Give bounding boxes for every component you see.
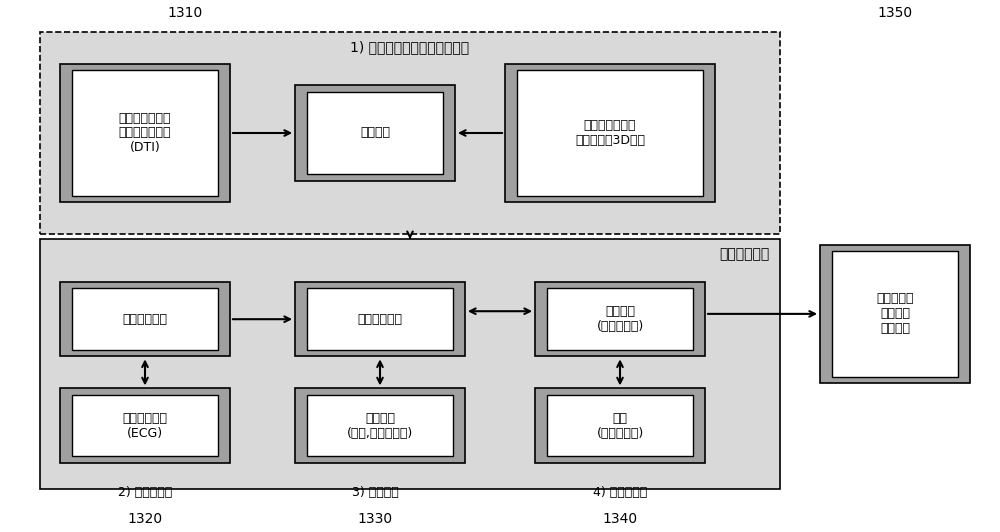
- Text: 边界条件
(血液动力学): 边界条件 (血液动力学): [596, 305, 644, 333]
- Text: 电生理学数据
(ECG): 电生理学数据 (ECG): [123, 412, 168, 439]
- FancyBboxPatch shape: [307, 92, 443, 174]
- FancyBboxPatch shape: [60, 64, 230, 202]
- Text: 1) 鲁棒的机器学习和网格处理: 1) 鲁棒的机器学习和网格处理: [350, 40, 470, 54]
- FancyBboxPatch shape: [295, 282, 465, 356]
- FancyBboxPatch shape: [517, 70, 703, 196]
- Text: 1320: 1320: [127, 512, 163, 526]
- Text: 1310: 1310: [167, 6, 203, 20]
- FancyBboxPatch shape: [295, 388, 465, 463]
- FancyBboxPatch shape: [40, 32, 780, 234]
- Text: 解剖模型: 解剖模型: [360, 127, 390, 139]
- FancyBboxPatch shape: [535, 282, 705, 356]
- Text: 生物力学模型: 生物力学模型: [358, 313, 402, 326]
- Text: 1350: 1350: [877, 6, 913, 20]
- Text: 计算心脏模型: 计算心脏模型: [720, 247, 770, 261]
- Text: 电生理学模型: 电生理学模型: [123, 313, 168, 326]
- Text: 2) 逆问题方法: 2) 逆问题方法: [118, 486, 172, 498]
- Text: 动态图像
(例如,超声心动图): 动态图像 (例如,超声心动图): [347, 412, 413, 439]
- FancyBboxPatch shape: [60, 388, 230, 463]
- FancyBboxPatch shape: [295, 85, 455, 181]
- Text: 4) 直接个性化: 4) 直接个性化: [593, 486, 647, 498]
- FancyBboxPatch shape: [40, 239, 780, 489]
- Text: 患者特定的
多物理学
心脏模型: 患者特定的 多物理学 心脏模型: [876, 293, 914, 335]
- FancyBboxPatch shape: [505, 64, 715, 202]
- FancyBboxPatch shape: [72, 70, 218, 196]
- FancyBboxPatch shape: [832, 251, 958, 377]
- FancyBboxPatch shape: [535, 388, 705, 463]
- FancyBboxPatch shape: [307, 395, 453, 456]
- Text: 压强
(侵入式导管): 压强 (侵入式导管): [596, 412, 644, 439]
- FancyBboxPatch shape: [547, 288, 693, 350]
- Text: 1330: 1330: [357, 512, 393, 526]
- FancyBboxPatch shape: [72, 288, 218, 350]
- FancyBboxPatch shape: [547, 395, 693, 456]
- Text: 1340: 1340: [602, 512, 638, 526]
- FancyBboxPatch shape: [72, 395, 218, 456]
- Text: 涵盖两个心室的
心脏的临床3D图像: 涵盖两个心室的 心脏的临床3D图像: [575, 119, 645, 147]
- FancyBboxPatch shape: [820, 245, 970, 383]
- Text: 纤维构造的基于
规则的纤维模型
(DTI): 纤维构造的基于 规则的纤维模型 (DTI): [119, 112, 171, 154]
- FancyBboxPatch shape: [307, 288, 453, 350]
- FancyBboxPatch shape: [60, 282, 230, 356]
- Text: 3) 统计学习: 3) 统计学习: [352, 486, 398, 498]
